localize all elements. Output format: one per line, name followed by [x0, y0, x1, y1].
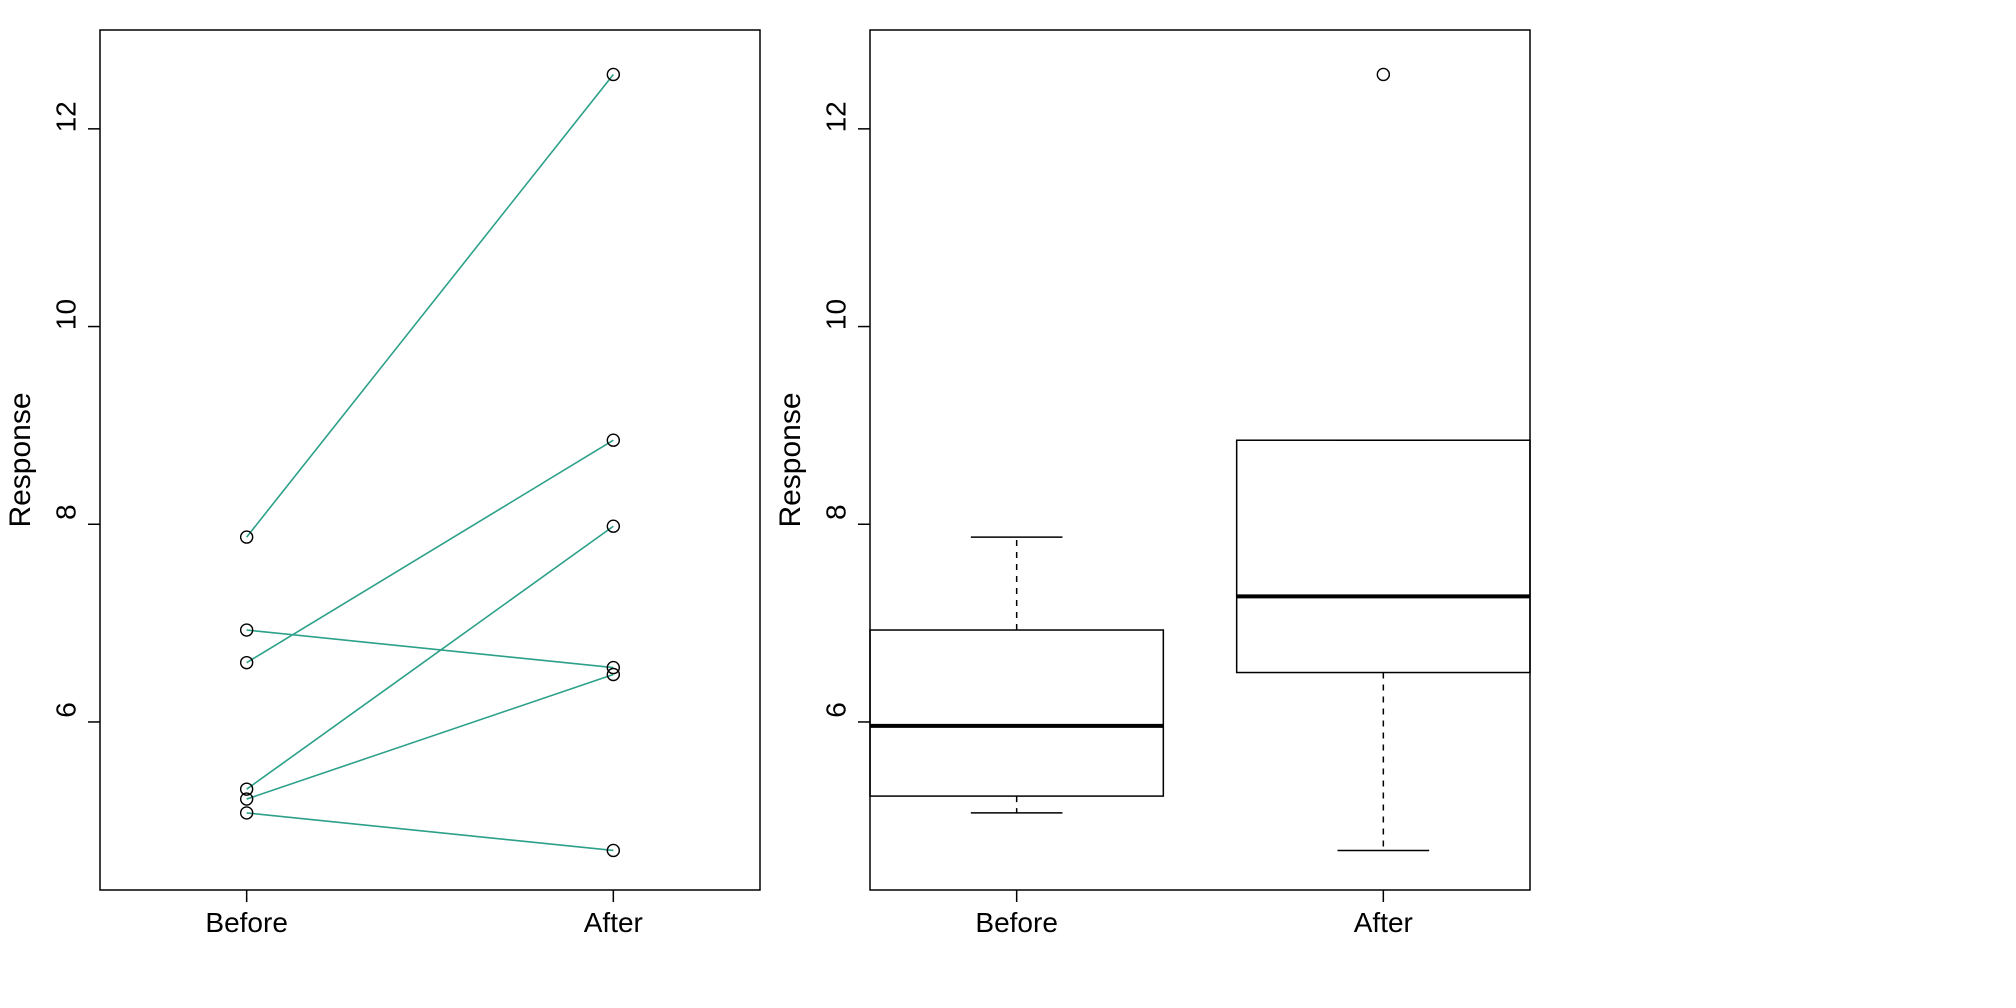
- ytick-label: 10: [50, 299, 81, 330]
- xtick-label: After: [1354, 907, 1413, 938]
- pair-line: [247, 74, 614, 537]
- ytick-label: 10: [820, 299, 851, 330]
- figure: 6 8 10 12 Response Before After 6 8 10 12 Response B…: [0, 0, 2016, 1008]
- pair-line: [247, 526, 614, 789]
- box: [870, 630, 1163, 796]
- xtick-label: After: [584, 907, 643, 938]
- paired-plot: 6 8 10 12 Response Before After: [4, 30, 760, 938]
- pair-line: [247, 440, 614, 662]
- pair-line: [247, 675, 614, 800]
- outlier-point: [1377, 68, 1389, 80]
- y-axis-label: Response: [4, 392, 37, 527]
- box: [1237, 440, 1530, 672]
- ytick-label: 12: [50, 101, 81, 132]
- xtick-label: Before: [975, 907, 1058, 938]
- xtick-label: Before: [205, 907, 288, 938]
- ytick-label: 12: [820, 101, 851, 132]
- ytick-label: 8: [820, 504, 851, 520]
- plot-frame: [100, 30, 760, 890]
- plot-frame: [870, 30, 1530, 890]
- pair-line: [247, 813, 614, 851]
- y-axis-label: Response: [774, 392, 807, 527]
- ytick-label: 6: [820, 702, 851, 718]
- ytick-label: 8: [50, 504, 81, 520]
- pair-line: [247, 630, 614, 668]
- box-plot: 6 8 10 12 Response Before After: [774, 30, 1530, 938]
- ytick-label: 6: [50, 702, 81, 718]
